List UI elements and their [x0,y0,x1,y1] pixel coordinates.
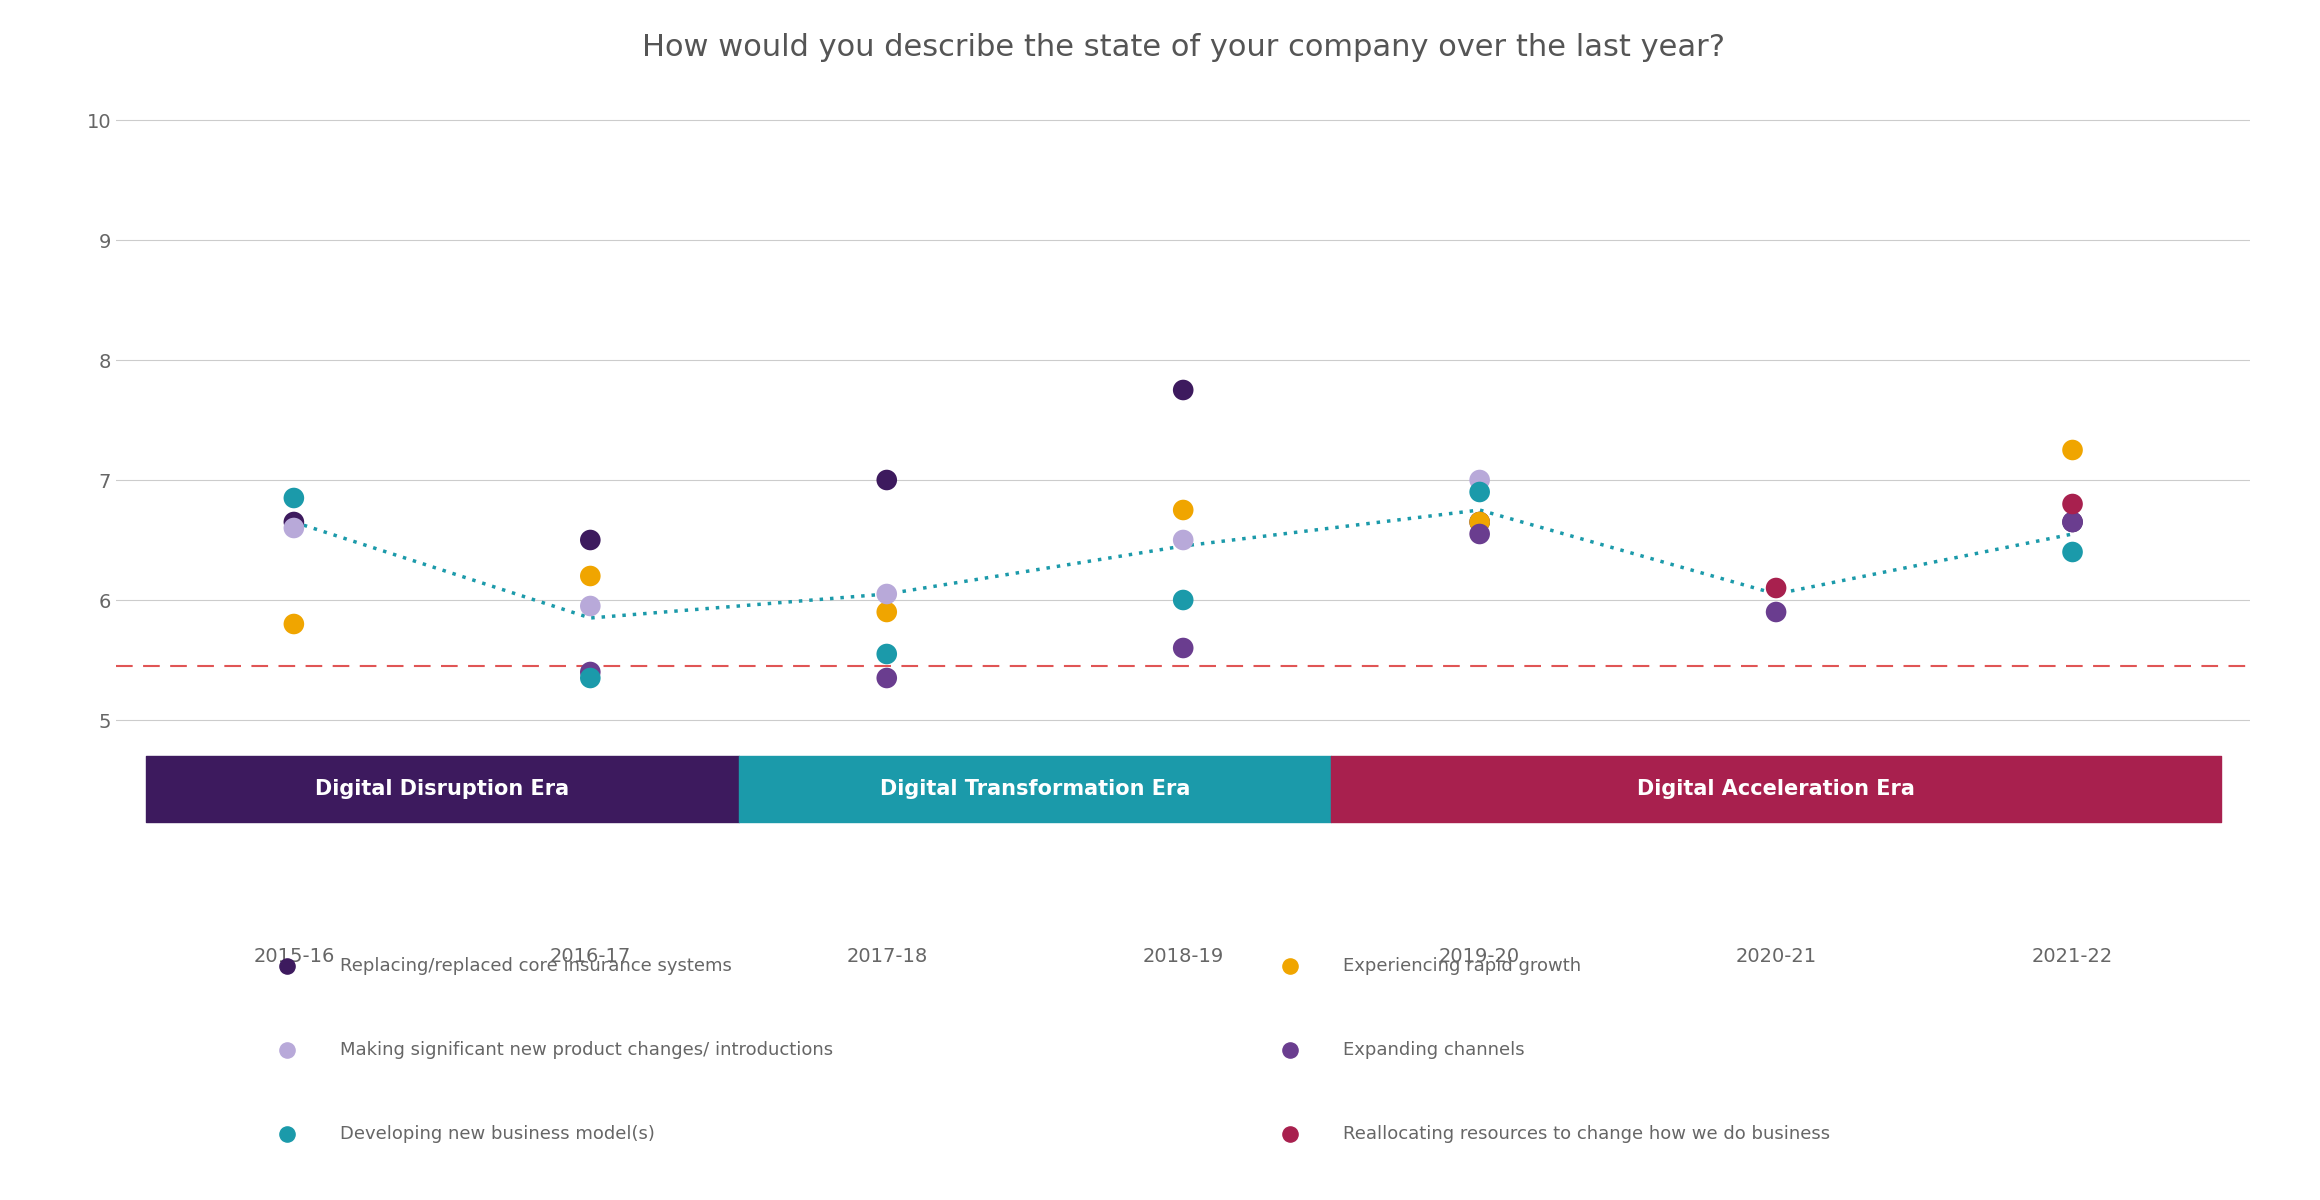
Point [2053,440,2090,460]
Text: Reallocating resources to change how we do business: Reallocating resources to change how we … [1343,1126,1830,1142]
Point [571,662,608,682]
Point [868,668,905,688]
Point [1165,590,1202,610]
Point [276,518,313,538]
Point [1165,500,1202,520]
Point [868,602,905,622]
Point [571,530,608,550]
Point [1165,638,1202,658]
Point [868,470,905,490]
Point [276,488,313,508]
Point [276,512,313,532]
Point [571,566,608,586]
Point [2053,494,2090,514]
Point [1165,380,1202,400]
Point [1462,524,1499,544]
Point [1462,512,1499,532]
Text: Digital Transformation Era: Digital Transformation Era [879,779,1190,799]
Point [868,584,905,604]
Point [2053,512,2090,532]
Text: Digital Acceleration Era: Digital Acceleration Era [1638,779,1914,799]
Point [1165,530,1202,550]
Point [2053,542,2090,562]
Point [868,644,905,664]
Point [1462,482,1499,502]
Title: How would you describe the state of your company over the last year?: How would you describe the state of your… [643,34,1724,62]
Text: Making significant new product changes/ introductions: Making significant new product changes/ … [341,1040,833,1058]
Point [1759,578,1796,598]
Point [276,614,313,634]
Point [1759,602,1796,622]
Point [2053,512,2090,532]
Text: Developing new business model(s): Developing new business model(s) [341,1126,654,1142]
Text: Expanding channels: Expanding channels [1343,1040,1524,1058]
Text: Replacing/replaced core insurance systems: Replacing/replaced core insurance system… [341,958,733,974]
Point [571,596,608,616]
Point [1462,512,1499,532]
Point [1462,470,1499,490]
Text: Experiencing rapid growth: Experiencing rapid growth [1343,958,1582,974]
Text: Digital Disruption Era: Digital Disruption Era [316,779,568,799]
Point [571,668,608,688]
